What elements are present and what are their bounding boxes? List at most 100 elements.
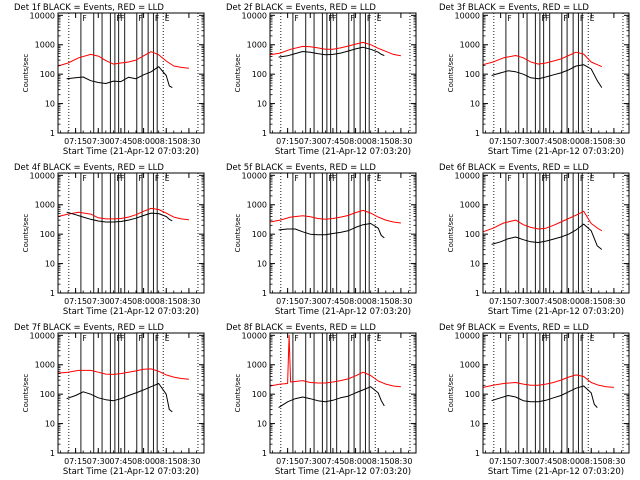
plot-frame <box>482 12 630 134</box>
interval-marker-label: F <box>541 334 545 343</box>
interval-marker-label: F <box>138 174 142 183</box>
interval-marker-label: F <box>294 174 298 183</box>
y-tick-label: 10000 <box>455 171 480 180</box>
interval-marker-label: F <box>507 334 511 343</box>
x-tick-label: 08:00 <box>132 457 155 466</box>
x-tick-label: 08:30 <box>389 137 412 146</box>
plot-frame <box>482 172 630 294</box>
interval-marker-label: E <box>165 174 170 183</box>
lld-series-line <box>482 210 603 233</box>
y-tick-label: 100 <box>40 390 55 399</box>
x-tick-label: 08:15 <box>367 137 390 146</box>
y-tick-label: 1 <box>475 449 480 458</box>
lld-series-line <box>57 368 189 380</box>
y-tick-label: 10000 <box>455 11 480 20</box>
x-tick-label: 07:45 <box>109 457 132 466</box>
y-tick-label: 1 <box>262 449 267 458</box>
x-tick-label: 07:30 <box>87 297 110 306</box>
y-tick-label: 10000 <box>455 331 480 340</box>
panel-title: Det 1f BLACK = Events, RED = LLD <box>14 3 164 13</box>
y-tick-label: 1000 <box>460 41 480 50</box>
y-tick-label: 1000 <box>35 201 55 210</box>
y-tick-label: 10 <box>470 420 480 429</box>
y-tick-label: 100 <box>465 390 480 399</box>
y-tick-label: 1000 <box>35 361 55 370</box>
y-tick-label: 100 <box>252 390 267 399</box>
interval-marker-label: F <box>116 14 120 23</box>
interval-marker-label: F <box>541 174 545 183</box>
x-axis-label: Start Time (21-Apr-12 07:03:20) <box>488 147 624 157</box>
x-tick-label: 07:15 <box>64 297 87 306</box>
x-tick-label: 08:30 <box>177 297 200 306</box>
y-axis-label: Counts/sec <box>22 54 30 93</box>
y-tick-label: 1000 <box>247 201 267 210</box>
y-tick-label: 10 <box>470 260 480 269</box>
x-tick-label: 08:15 <box>155 457 178 466</box>
lld-series-line <box>57 51 189 69</box>
x-tick-label: 08:30 <box>177 137 200 146</box>
y-tick-label: 10000 <box>30 11 55 20</box>
events-series-line <box>491 64 603 88</box>
interval-marker-label: F <box>138 334 142 343</box>
events-series-line <box>66 66 173 89</box>
x-tick-label: 07:45 <box>109 297 132 306</box>
interval-marker-label: F <box>350 14 354 23</box>
y-tick-label: 10 <box>45 420 55 429</box>
panel-title: Det 4f BLACK = Events, RED = LLD <box>14 163 164 173</box>
plot-frame <box>269 12 417 134</box>
interval-marker-label: F <box>541 14 545 23</box>
plot-frame <box>269 332 417 454</box>
y-tick-label: 10 <box>470 100 480 109</box>
y-tick-label: 100 <box>465 230 480 239</box>
events-series-line <box>491 385 598 408</box>
x-tick-label: 08:15 <box>367 297 390 306</box>
x-tick-label: 08:30 <box>602 137 625 146</box>
interval-marker-label: F <box>120 14 124 23</box>
y-tick-label: 10000 <box>242 331 267 340</box>
panel-title: Det 8f BLACK = Events, RED = LLD <box>226 323 376 333</box>
x-tick-label: 07:15 <box>276 297 299 306</box>
x-axis-label: Start Time (21-Apr-12 07:03:20) <box>63 307 199 317</box>
interval-marker-label: E <box>377 14 382 23</box>
interval-marker-label: F <box>332 14 336 23</box>
y-tick-label: 1 <box>50 449 55 458</box>
x-tick-label: 07:30 <box>512 137 535 146</box>
y-tick-label: 1000 <box>460 201 480 210</box>
interval-marker-label: F <box>350 174 354 183</box>
y-tick-label: 100 <box>252 70 267 79</box>
x-axis-label: Start Time (21-Apr-12 07:03:20) <box>275 307 411 317</box>
interval-marker-label: F <box>545 174 549 183</box>
x-tick-label: 07:45 <box>534 137 557 146</box>
y-tick-label: 1 <box>475 289 480 298</box>
y-axis-label: Counts/sec <box>447 374 455 413</box>
x-tick-label: 07:15 <box>276 137 299 146</box>
interval-marker-label: F <box>367 14 371 23</box>
lld-series-line <box>269 209 401 224</box>
y-axis-label: Counts/sec <box>234 374 242 413</box>
interval-marker-label: F <box>82 174 86 183</box>
x-tick-label: 07:45 <box>109 137 132 146</box>
x-tick-label: 08:00 <box>344 137 367 146</box>
plot-frame <box>57 12 205 134</box>
x-axis-label: Start Time (21-Apr-12 07:03:20) <box>488 467 624 477</box>
interval-marker-label: F <box>580 334 584 343</box>
x-tick-label: 07:45 <box>534 297 557 306</box>
y-axis-label: Counts/sec <box>22 374 30 413</box>
y-tick-label: 1 <box>262 129 267 138</box>
y-tick-label: 10 <box>257 420 267 429</box>
x-tick-label: 07:30 <box>512 457 535 466</box>
interval-marker-label: F <box>545 14 549 23</box>
y-tick-label: 1000 <box>35 41 55 50</box>
y-axis-label: Counts/sec <box>447 214 455 253</box>
x-axis-label: Start Time (21-Apr-12 07:03:20) <box>275 147 411 157</box>
x-tick-label: 07:30 <box>299 137 322 146</box>
x-tick-label: 07:15 <box>489 297 512 306</box>
x-tick-label: 08:00 <box>344 457 367 466</box>
x-tick-label: 07:45 <box>321 297 344 306</box>
interval-marker-label: F <box>580 174 584 183</box>
x-tick-label: 07:45 <box>534 457 557 466</box>
interval-marker-label: F <box>155 174 159 183</box>
